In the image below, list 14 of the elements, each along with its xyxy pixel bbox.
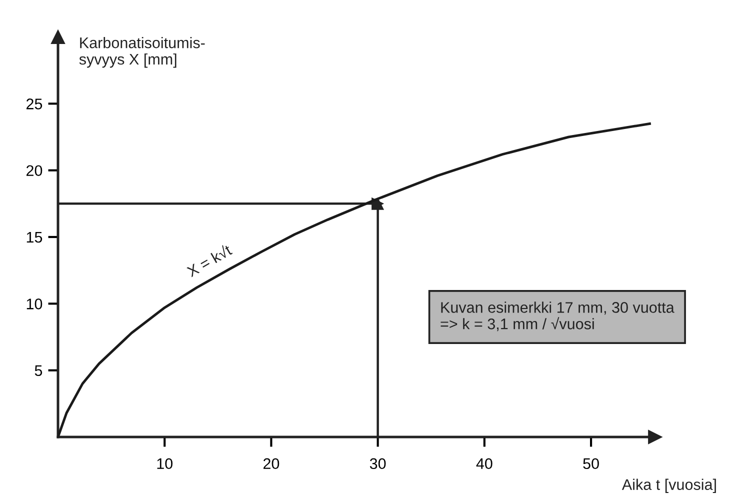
- x-tick-label: 10: [157, 458, 173, 470]
- y-tick-label: 15: [26, 232, 42, 243]
- x-tick-label: 50: [583, 458, 599, 470]
- y-tick-label: 20: [26, 165, 42, 176]
- y-tick-label: 10: [26, 298, 42, 310]
- x-tick-label: 40: [476, 458, 492, 470]
- x-tick-label: 20: [263, 458, 280, 470]
- x-axis-title: Aika t [vuosia]: [622, 478, 716, 493]
- y-axis-title: Karbonatisoitumis- syvyys X [mm]: [79, 37, 205, 68]
- x-tick-label: 30: [370, 458, 386, 470]
- annotation: X = k√t: [186, 243, 233, 278]
- annotation: Kuvan esimerkki 17 mm, 30 vuotta => k = 3,1 mm / √vuosi: [440, 302, 674, 332]
- y-tick-label: 5: [34, 365, 42, 376]
- y-tick-label: 25: [26, 98, 42, 110]
